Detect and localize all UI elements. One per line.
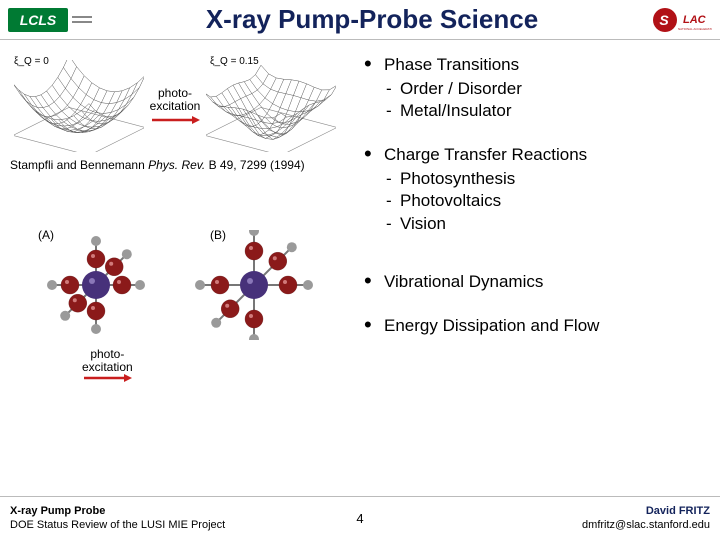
bullet-item: Charge Transfer Reactions Photosynthesis…: [360, 144, 708, 234]
arrow-right-icon-2: [82, 373, 132, 383]
sub-item: Metal/Insulator: [384, 100, 708, 122]
footer-right: David FRITZ dmfritz@slac.stanford.edu: [380, 505, 710, 531]
bullet-label: Charge Transfer Reactions: [384, 145, 587, 164]
molecule-b: [179, 230, 329, 340]
citation: Stampfli and Bennemann Phys. Rev. B 49, …: [10, 158, 340, 172]
footer-left-1: X-ray Pump Probe: [10, 505, 340, 518]
photo2-line1: photo-: [82, 348, 133, 361]
bullet-item: Vibrational Dynamics: [360, 271, 708, 293]
sub-item: Order / Disorder: [384, 78, 708, 100]
molecule-a: [21, 230, 171, 340]
surf-right-label: ξ_Q = 0.15: [210, 56, 259, 67]
citation-post: B 49, 7299 (1994): [205, 158, 304, 172]
slac-logo: S LAC NATIONAL ACCELERATOR LABORATORY: [652, 7, 712, 33]
svg-text:S: S: [659, 12, 669, 28]
slide-title: X-ray Pump-Probe Science: [100, 4, 644, 35]
sub-item: Photovoltaics: [384, 190, 708, 212]
page-number: 4: [340, 511, 380, 526]
sub-item: Vision: [384, 213, 708, 235]
footer-right-1: David FRITZ: [380, 505, 710, 518]
surf-left-label: ξ_Q = 0: [14, 56, 49, 67]
photo2-line2: excitation: [82, 361, 133, 374]
slide-body: ξ_Q = 0 photo- excitation ξ_Q = 0.15 Sta…: [0, 50, 720, 496]
lcls-bars-icon: [72, 16, 92, 23]
photo-line2: excitation: [150, 100, 201, 113]
lcls-logo: LCLS: [8, 8, 68, 32]
bullet-item: Phase Transitions Order / Disorder Metal…: [360, 54, 708, 122]
arrow-right-icon: [150, 115, 200, 125]
photoexcitation-label-2: photo- excitation: [82, 348, 133, 386]
lcls-logo-block: LCLS: [8, 8, 92, 32]
figure-surfaces: ξ_Q = 0 photo- excitation ξ_Q = 0.15 Sta…: [10, 60, 340, 172]
footer-right-2: dmfritz@slac.stanford.edu: [380, 519, 710, 532]
sub-item: Photosynthesis: [384, 168, 708, 190]
mol-tag-a: (A): [38, 228, 54, 242]
bullet-label: Vibrational Dynamics: [384, 272, 543, 291]
lcls-text: LCLS: [20, 12, 57, 28]
bullet-label: Energy Dissipation and Flow: [384, 316, 599, 335]
surface-left: [14, 60, 144, 152]
figure-molecules: (A) (B) photo- excitation: [10, 230, 340, 340]
svg-text:LAC: LAC: [683, 14, 707, 26]
surface-right: [206, 60, 336, 152]
bullet-item: Energy Dissipation and Flow: [360, 315, 708, 337]
svg-text:NATIONAL ACCELERATOR LABORATOR: NATIONAL ACCELERATOR LABORATORY: [678, 27, 712, 31]
bullet-label: Phase Transitions: [384, 55, 519, 74]
citation-journal: Phys. Rev.: [148, 158, 205, 172]
footer-left-2: DOE Status Review of the LUSI MIE Projec…: [10, 519, 340, 532]
mol-tag-b: (B): [210, 228, 226, 242]
citation-pre: Stampfli and Bennemann: [10, 158, 148, 172]
photoexcitation-label-1: photo- excitation: [150, 87, 201, 124]
slide: LCLS X-ray Pump-Probe Science S LAC NATI…: [0, 0, 720, 540]
bullet-list: Phase Transitions Order / Disorder Metal…: [360, 54, 708, 355]
header: LCLS X-ray Pump-Probe Science S LAC NATI…: [0, 0, 720, 40]
footer: X-ray Pump Probe DOE Status Review of th…: [0, 496, 720, 540]
footer-left: X-ray Pump Probe DOE Status Review of th…: [10, 505, 340, 531]
